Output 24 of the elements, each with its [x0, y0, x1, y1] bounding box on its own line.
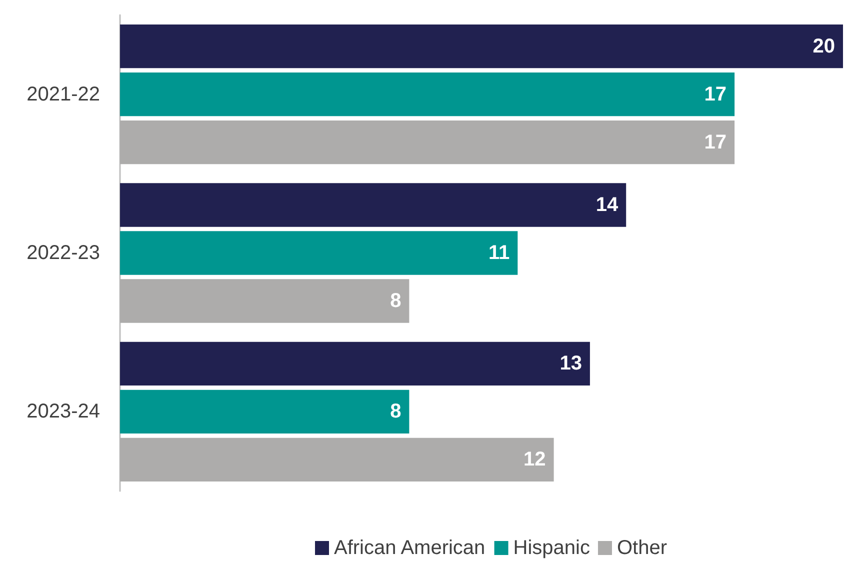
data-label: 8 — [390, 290, 402, 312]
data-label: 14 — [596, 194, 619, 216]
bar — [120, 438, 554, 482]
data-label: 20 — [812, 35, 835, 58]
bar — [120, 72, 735, 116]
bar — [120, 24, 843, 68]
data-label: 11 — [488, 242, 510, 264]
bar — [120, 390, 410, 434]
legend-label: Hispanic — [513, 537, 590, 559]
legend-label: Other — [616, 537, 668, 559]
y-tick-label: 2022-23 — [26, 242, 100, 264]
data-label: 17 — [704, 83, 727, 106]
bar — [120, 279, 410, 323]
y-tick-label: 2023-24 — [26, 400, 100, 423]
bar — [120, 183, 626, 227]
data-label: 17 — [704, 131, 727, 154]
bar — [120, 342, 590, 386]
y-tick-label: 2021-22 — [26, 83, 100, 106]
data-label: 8 — [390, 400, 402, 423]
legend-label: African American — [334, 537, 486, 559]
data-label: 12 — [524, 448, 546, 471]
data-label: 13 — [560, 352, 582, 375]
bar — [120, 231, 518, 275]
bar — [120, 120, 735, 164]
